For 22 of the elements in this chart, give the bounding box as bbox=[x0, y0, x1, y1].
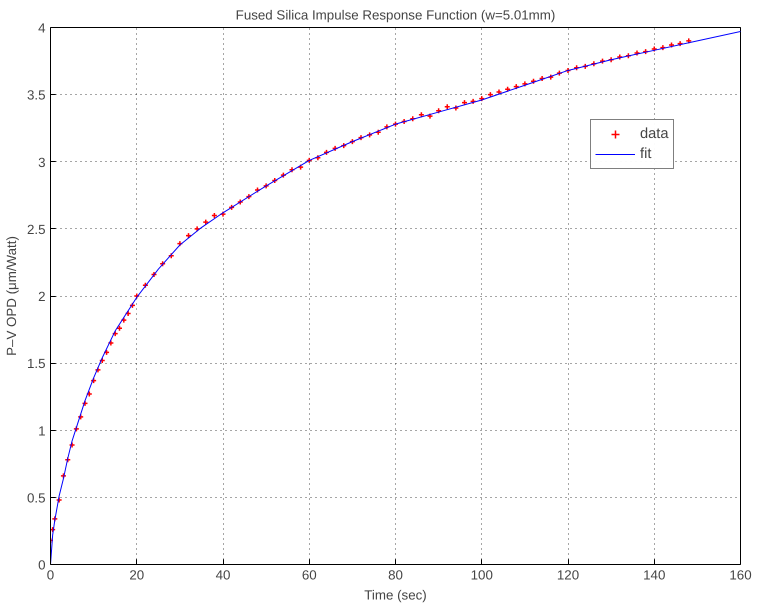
y-tick-label: 0.5 bbox=[26, 490, 46, 506]
x-tick-label: 60 bbox=[302, 568, 317, 582]
y-tick-label: 4 bbox=[38, 20, 46, 36]
chart-title: Fused Silica Impulse Response Function (w=5.01mm) bbox=[236, 8, 556, 22]
y-tick-label: 1 bbox=[38, 423, 46, 438]
y-tick-label: 1.5 bbox=[26, 356, 46, 372]
x-tick-label: 160 bbox=[729, 568, 752, 582]
legend-label: fit bbox=[640, 146, 652, 162]
y-tick-label: 0 bbox=[38, 558, 46, 572]
legend-label: data bbox=[640, 126, 669, 142]
y-tick-label: 2 bbox=[38, 289, 46, 304]
y-axis-title: P–V OPD (μm/Watt) bbox=[4, 236, 19, 356]
x-tick-label: 140 bbox=[643, 568, 666, 582]
x-tick-label: 40 bbox=[216, 568, 230, 582]
y-tick-label: 3 bbox=[38, 154, 46, 170]
y-tick-label: 3.5 bbox=[26, 88, 46, 103]
y-tick-label: 2.5 bbox=[26, 222, 46, 237]
x-axis-title: Time (sec) bbox=[364, 588, 427, 602]
x-tick-label: 100 bbox=[470, 568, 493, 582]
x-tick-label: 20 bbox=[129, 568, 144, 582]
x-tick-label: 80 bbox=[388, 568, 403, 582]
x-tick-label: 120 bbox=[556, 568, 580, 582]
